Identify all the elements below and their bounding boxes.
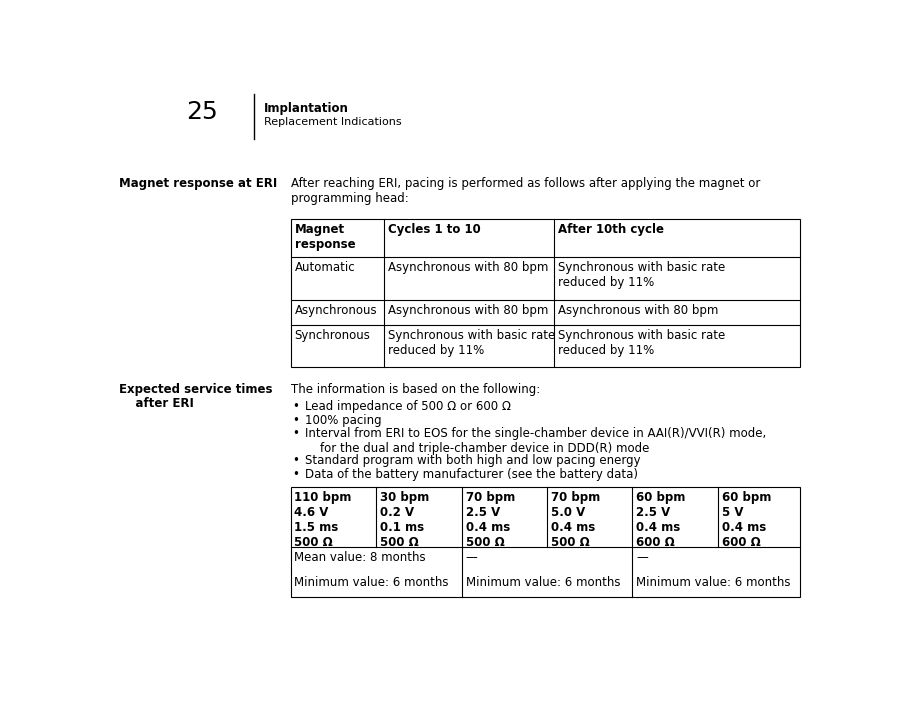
Text: Magnet response at ERI: Magnet response at ERI bbox=[119, 177, 277, 190]
Text: 100% pacing: 100% pacing bbox=[305, 413, 381, 426]
Text: 110 bpm
4.6 V
1.5 ms
500 Ω: 110 bpm 4.6 V 1.5 ms 500 Ω bbox=[295, 490, 352, 549]
Text: 30 bpm
0.2 V
0.1 ms
500 Ω: 30 bpm 0.2 V 0.1 ms 500 Ω bbox=[379, 490, 429, 549]
Text: After reaching ERI, pacing is performed as follows after applying the magnet or
: After reaching ERI, pacing is performed … bbox=[290, 177, 760, 205]
Text: Interval from ERI to EOS for the single-chamber device in AAI(R)/VVI(R) mode,
  : Interval from ERI to EOS for the single-… bbox=[305, 427, 766, 455]
Text: Asynchronous with 80 bpm: Asynchronous with 80 bpm bbox=[387, 261, 547, 274]
Text: Standard program with both high and low pacing energy: Standard program with both high and low … bbox=[305, 454, 640, 467]
Text: After 10th cycle: After 10th cycle bbox=[558, 223, 664, 236]
Text: Data of the battery manufacturer (see the battery data): Data of the battery manufacturer (see th… bbox=[305, 468, 637, 481]
Text: Synchronous: Synchronous bbox=[295, 329, 370, 342]
Text: •: • bbox=[292, 413, 299, 426]
Text: after ERI: after ERI bbox=[119, 397, 193, 410]
Text: Synchronous with basic rate
reduced by 11%: Synchronous with basic rate reduced by 1… bbox=[558, 261, 725, 289]
Text: Synchronous with basic rate
reduced by 11%: Synchronous with basic rate reduced by 1… bbox=[558, 329, 725, 357]
Text: The information is based on the following:: The information is based on the followin… bbox=[290, 383, 540, 395]
Text: 60 bpm
5 V
0.4 ms
600 Ω: 60 bpm 5 V 0.4 ms 600 Ω bbox=[722, 490, 771, 549]
Text: Automatic: Automatic bbox=[295, 261, 355, 274]
Text: Mean value: 8 months: Mean value: 8 months bbox=[295, 551, 426, 564]
Text: Expected service times: Expected service times bbox=[119, 383, 272, 395]
Text: •: • bbox=[292, 427, 299, 441]
Text: Lead impedance of 500 Ω or 600 Ω: Lead impedance of 500 Ω or 600 Ω bbox=[305, 400, 511, 413]
Text: •: • bbox=[292, 468, 299, 481]
Text: •: • bbox=[292, 400, 299, 413]
Text: Synchronous with basic rate
reduced by 11%: Synchronous with basic rate reduced by 1… bbox=[387, 329, 555, 357]
Text: Asynchronous with 80 bpm: Asynchronous with 80 bpm bbox=[558, 304, 718, 317]
Text: Replacement Indications: Replacement Indications bbox=[263, 117, 401, 127]
Text: —: — bbox=[636, 551, 648, 564]
Text: Asynchronous with 80 bpm: Asynchronous with 80 bpm bbox=[387, 304, 547, 317]
Bar bbox=[290, 219, 800, 367]
Text: 25: 25 bbox=[185, 100, 218, 124]
Text: 70 bpm
2.5 V
0.4 ms
500 Ω: 70 bpm 2.5 V 0.4 ms 500 Ω bbox=[466, 490, 515, 549]
Bar bbox=[290, 487, 800, 597]
Text: Minimum value: 6 months: Minimum value: 6 months bbox=[295, 576, 449, 589]
Text: Magnet
response: Magnet response bbox=[295, 223, 355, 250]
Text: •: • bbox=[292, 454, 299, 467]
Text: —: — bbox=[466, 551, 477, 564]
Text: 60 bpm
2.5 V
0.4 ms
600 Ω: 60 bpm 2.5 V 0.4 ms 600 Ω bbox=[636, 490, 686, 549]
Text: 70 bpm
5.0 V
0.4 ms
500 Ω: 70 bpm 5.0 V 0.4 ms 500 Ω bbox=[551, 490, 601, 549]
Text: Cycles 1 to 10: Cycles 1 to 10 bbox=[387, 223, 480, 236]
Text: Minimum value: 6 months: Minimum value: 6 months bbox=[466, 576, 620, 589]
Text: Minimum value: 6 months: Minimum value: 6 months bbox=[636, 576, 791, 589]
Text: Asynchronous: Asynchronous bbox=[295, 304, 377, 317]
Text: Implantation: Implantation bbox=[263, 101, 349, 114]
